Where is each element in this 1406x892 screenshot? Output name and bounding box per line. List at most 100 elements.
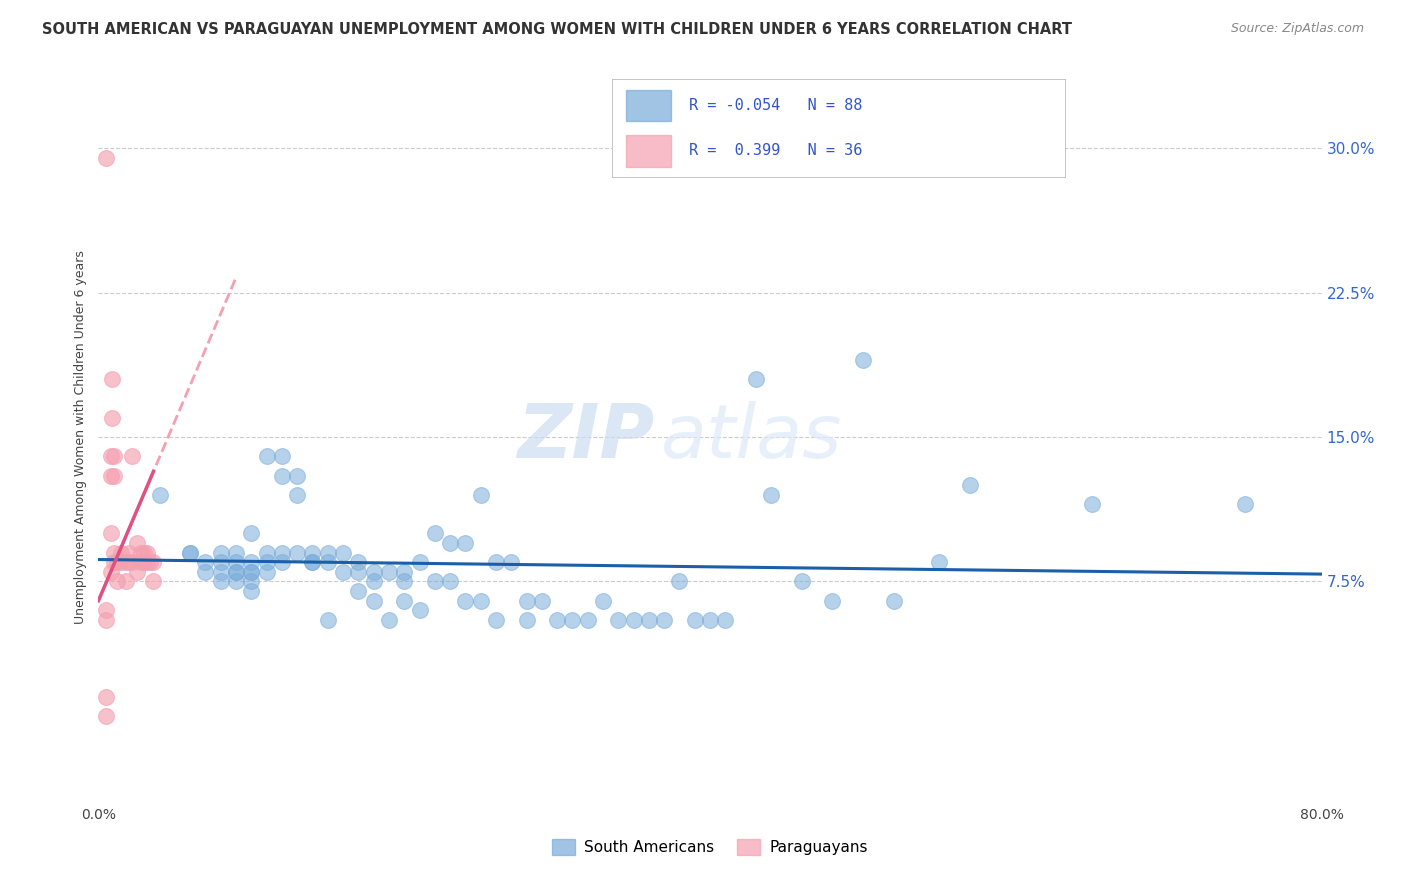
Point bbox=[256, 565, 278, 579]
Point bbox=[347, 555, 370, 569]
Point bbox=[699, 613, 721, 627]
Point bbox=[129, 545, 152, 559]
Point bbox=[118, 555, 141, 569]
Point bbox=[561, 613, 583, 627]
Point bbox=[270, 545, 292, 559]
Point bbox=[745, 372, 768, 386]
Point bbox=[392, 593, 416, 607]
Point bbox=[256, 555, 278, 569]
Point bbox=[285, 545, 308, 559]
Point bbox=[668, 574, 690, 589]
Point bbox=[100, 526, 122, 541]
Point bbox=[240, 565, 263, 579]
Point bbox=[209, 545, 232, 559]
Point bbox=[683, 613, 706, 627]
Point bbox=[928, 555, 950, 569]
Point bbox=[118, 545, 141, 559]
Point bbox=[592, 593, 614, 607]
Point bbox=[576, 613, 599, 627]
Point bbox=[332, 545, 354, 559]
Point bbox=[240, 555, 263, 569]
Point bbox=[270, 468, 292, 483]
Point bbox=[134, 555, 156, 569]
Point bbox=[194, 565, 217, 579]
Y-axis label: Unemployment Among Women with Children Under 6 years: Unemployment Among Women with Children U… bbox=[75, 250, 87, 624]
Point bbox=[392, 574, 416, 589]
Point bbox=[637, 613, 661, 627]
Point bbox=[959, 478, 981, 492]
Point bbox=[1081, 498, 1104, 512]
Point bbox=[607, 613, 630, 627]
Point bbox=[363, 593, 385, 607]
Point bbox=[883, 593, 905, 607]
Point bbox=[347, 584, 370, 599]
Point bbox=[316, 545, 339, 559]
Point bbox=[516, 613, 538, 627]
Point bbox=[454, 593, 477, 607]
Point bbox=[225, 555, 247, 569]
Point bbox=[225, 565, 247, 579]
Text: atlas: atlas bbox=[661, 401, 842, 473]
Point bbox=[103, 468, 125, 483]
Point bbox=[129, 555, 152, 569]
Point bbox=[240, 565, 263, 579]
Point bbox=[316, 555, 339, 569]
Point bbox=[179, 545, 201, 559]
Point bbox=[530, 593, 553, 607]
Legend: South Americans, Paraguayans: South Americans, Paraguayans bbox=[546, 833, 875, 861]
Point bbox=[363, 565, 385, 579]
Point bbox=[209, 574, 232, 589]
Point bbox=[101, 410, 124, 425]
Point bbox=[94, 151, 117, 165]
Point bbox=[105, 574, 128, 589]
Point bbox=[115, 574, 138, 589]
Point bbox=[115, 555, 138, 569]
Point bbox=[94, 690, 117, 704]
Point bbox=[209, 565, 232, 579]
Point bbox=[225, 574, 247, 589]
Point bbox=[240, 574, 263, 589]
Point bbox=[94, 613, 117, 627]
Point bbox=[470, 488, 492, 502]
Point bbox=[652, 613, 675, 627]
Point bbox=[134, 545, 156, 559]
Point bbox=[100, 468, 122, 483]
Point bbox=[285, 468, 308, 483]
Point bbox=[110, 555, 132, 569]
Point bbox=[121, 555, 143, 569]
Text: ZIP: ZIP bbox=[517, 401, 655, 474]
Text: Source: ZipAtlas.com: Source: ZipAtlas.com bbox=[1230, 22, 1364, 36]
Point bbox=[852, 353, 875, 368]
Point bbox=[94, 709, 117, 723]
Point bbox=[623, 613, 645, 627]
Point bbox=[142, 555, 165, 569]
Point bbox=[485, 555, 508, 569]
Point bbox=[94, 603, 117, 617]
Point bbox=[454, 536, 477, 550]
Point bbox=[179, 545, 201, 559]
Point bbox=[408, 555, 430, 569]
Point bbox=[225, 545, 247, 559]
Point bbox=[285, 488, 308, 502]
Point bbox=[142, 574, 165, 589]
Point bbox=[149, 488, 172, 502]
Point bbox=[270, 450, 292, 464]
Point bbox=[790, 574, 813, 589]
Point bbox=[332, 565, 354, 579]
Point bbox=[103, 555, 125, 569]
Point bbox=[103, 545, 125, 559]
Point bbox=[125, 565, 148, 579]
Point bbox=[423, 574, 446, 589]
Point bbox=[136, 545, 159, 559]
Point bbox=[408, 603, 430, 617]
Point bbox=[103, 450, 125, 464]
Point bbox=[139, 555, 162, 569]
Point bbox=[105, 555, 128, 569]
Point bbox=[194, 555, 217, 569]
Point bbox=[516, 593, 538, 607]
Point bbox=[125, 536, 148, 550]
Point bbox=[100, 565, 122, 579]
Point bbox=[225, 565, 247, 579]
Point bbox=[301, 545, 323, 559]
Point bbox=[270, 555, 292, 569]
